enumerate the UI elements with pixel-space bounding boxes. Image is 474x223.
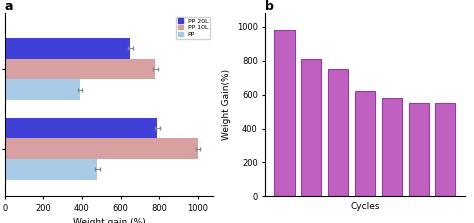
Bar <box>301 60 321 196</box>
Bar <box>5 138 198 159</box>
Bar <box>5 38 130 59</box>
Bar <box>5 159 98 180</box>
Bar <box>409 103 428 196</box>
Bar <box>435 103 456 196</box>
Text: b: b <box>265 0 274 13</box>
Y-axis label: Weight Gain(%): Weight Gain(%) <box>222 69 231 140</box>
Legend: PP 20L, PP 10L, PP: PP 20L, PP 10L, PP <box>176 17 210 39</box>
Text: a: a <box>5 0 13 13</box>
Bar <box>274 30 295 196</box>
X-axis label: Cycles: Cycles <box>350 202 380 211</box>
Bar <box>5 79 80 100</box>
X-axis label: Weight gain (%): Weight gain (%) <box>73 219 146 223</box>
Bar <box>355 91 375 196</box>
Bar <box>5 118 157 138</box>
Bar <box>328 69 348 196</box>
Bar <box>5 59 155 79</box>
Bar <box>382 98 402 196</box>
